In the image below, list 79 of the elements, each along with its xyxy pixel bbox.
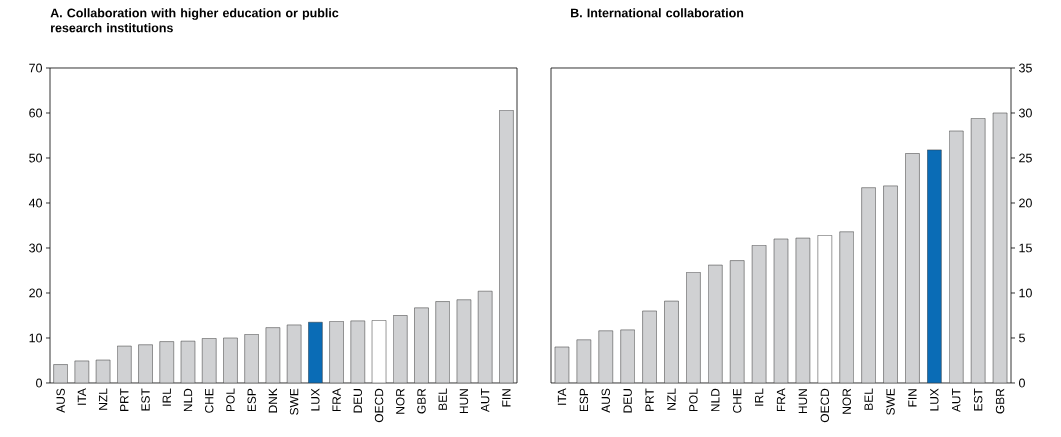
x-tick-label: ITA bbox=[77, 388, 86, 405]
x-tick-label: IRL bbox=[162, 388, 171, 406]
y-tick-label: 5 bbox=[1019, 333, 1025, 343]
x-tick-label: HUN bbox=[798, 389, 808, 414]
bar bbox=[435, 301, 450, 383]
x-tick-label: AUS bbox=[601, 388, 610, 413]
bar bbox=[927, 149, 942, 383]
y-tick-label: 70 bbox=[29, 63, 42, 73]
bar bbox=[138, 344, 153, 383]
x-tick-label: ESP bbox=[247, 388, 256, 412]
x-tick-label: GBR bbox=[995, 388, 1005, 414]
x-tick-label: NOR bbox=[842, 388, 851, 414]
x-tick-label: GBR bbox=[417, 388, 426, 414]
x-tick-label: NLD bbox=[711, 388, 720, 412]
chart-title: A. Collaboration with higher education or public research institutions bbox=[50, 8, 339, 33]
bar bbox=[244, 334, 259, 383]
x-tick-label: FIN bbox=[502, 389, 511, 407]
x-tick-label: DEU bbox=[623, 389, 632, 413]
x-tick-label: NOR bbox=[396, 388, 405, 414]
x-tick-label: BEL bbox=[864, 388, 873, 410]
y-tick-label: 15 bbox=[1019, 243, 1032, 253]
x-tick-label: LUX bbox=[930, 388, 939, 411]
y-tick-label: 10 bbox=[29, 333, 42, 343]
x-tick-label: NZL bbox=[667, 388, 676, 410]
x-tick-label: BEL bbox=[438, 388, 447, 410]
bar bbox=[861, 187, 876, 383]
x-tick-label: DEU bbox=[353, 389, 362, 413]
y-tick-label: 20 bbox=[1019, 198, 1032, 208]
y-tick-label: 25 bbox=[1019, 153, 1032, 163]
y-tick-label: 60 bbox=[29, 108, 42, 118]
x-tick-label: FRA bbox=[332, 388, 341, 412]
x-tick-label: HUN bbox=[459, 389, 469, 414]
bar bbox=[223, 337, 238, 383]
y-tick-label: 0 bbox=[36, 378, 42, 388]
x-tick-label: POL bbox=[226, 388, 235, 412]
bar bbox=[329, 321, 344, 383]
x-tick-label: IRL bbox=[755, 388, 764, 406]
x-tick-label: SWE bbox=[886, 388, 895, 415]
x-tick-label: EST bbox=[141, 388, 150, 411]
x-tick-label: NLD bbox=[183, 388, 193, 412]
bar bbox=[53, 364, 68, 383]
x-tick-label: CHE bbox=[732, 388, 742, 413]
y-tick-label: 40 bbox=[28, 198, 42, 208]
y-tick-label: 35 bbox=[1019, 63, 1032, 73]
bar bbox=[686, 272, 701, 383]
x-tick-label: DNK bbox=[268, 388, 278, 413]
x-tick-label: POL bbox=[689, 388, 698, 412]
bar bbox=[883, 185, 898, 383]
y-tick-label: 20 bbox=[29, 288, 42, 298]
x-tick-label: LUX bbox=[311, 388, 320, 411]
x-tick-label: AUT bbox=[481, 388, 490, 413]
x-tick-label: ITA bbox=[557, 388, 567, 405]
x-tick-label: FIN bbox=[908, 389, 917, 407]
bar bbox=[642, 310, 657, 383]
x-tick-label: FRA bbox=[776, 388, 786, 412]
x-tick-label: OECD bbox=[374, 388, 384, 423]
x-tick-label: PRT bbox=[645, 388, 654, 411]
x-tick-label: EST bbox=[973, 388, 983, 411]
x-tick-label: AUS bbox=[56, 388, 65, 413]
y-tick-label: 0 bbox=[1019, 378, 1025, 388]
x-tick-label: OECD bbox=[820, 388, 830, 423]
x-tick-label: ESP bbox=[579, 388, 589, 412]
bar bbox=[414, 307, 429, 383]
x-tick-label: CHE bbox=[204, 388, 214, 413]
y-tick-label: 30 bbox=[1019, 108, 1032, 118]
y-tick-label: 30 bbox=[29, 243, 42, 253]
x-tick-label: SWE bbox=[289, 388, 299, 415]
x-tick-label: AUT bbox=[952, 388, 961, 413]
x-tick-label: PRT bbox=[120, 388, 129, 411]
bar bbox=[620, 329, 635, 383]
bar bbox=[499, 110, 514, 383]
bar bbox=[949, 130, 964, 383]
bar bbox=[393, 315, 408, 383]
y-tick-label: 50 bbox=[29, 153, 42, 163]
bar bbox=[905, 153, 920, 383]
y-tick-label: 10 bbox=[1019, 288, 1032, 298]
x-tick-label: NZL bbox=[98, 388, 108, 410]
chart-title: B. International collaboration bbox=[571, 8, 744, 18]
bar bbox=[839, 231, 854, 383]
